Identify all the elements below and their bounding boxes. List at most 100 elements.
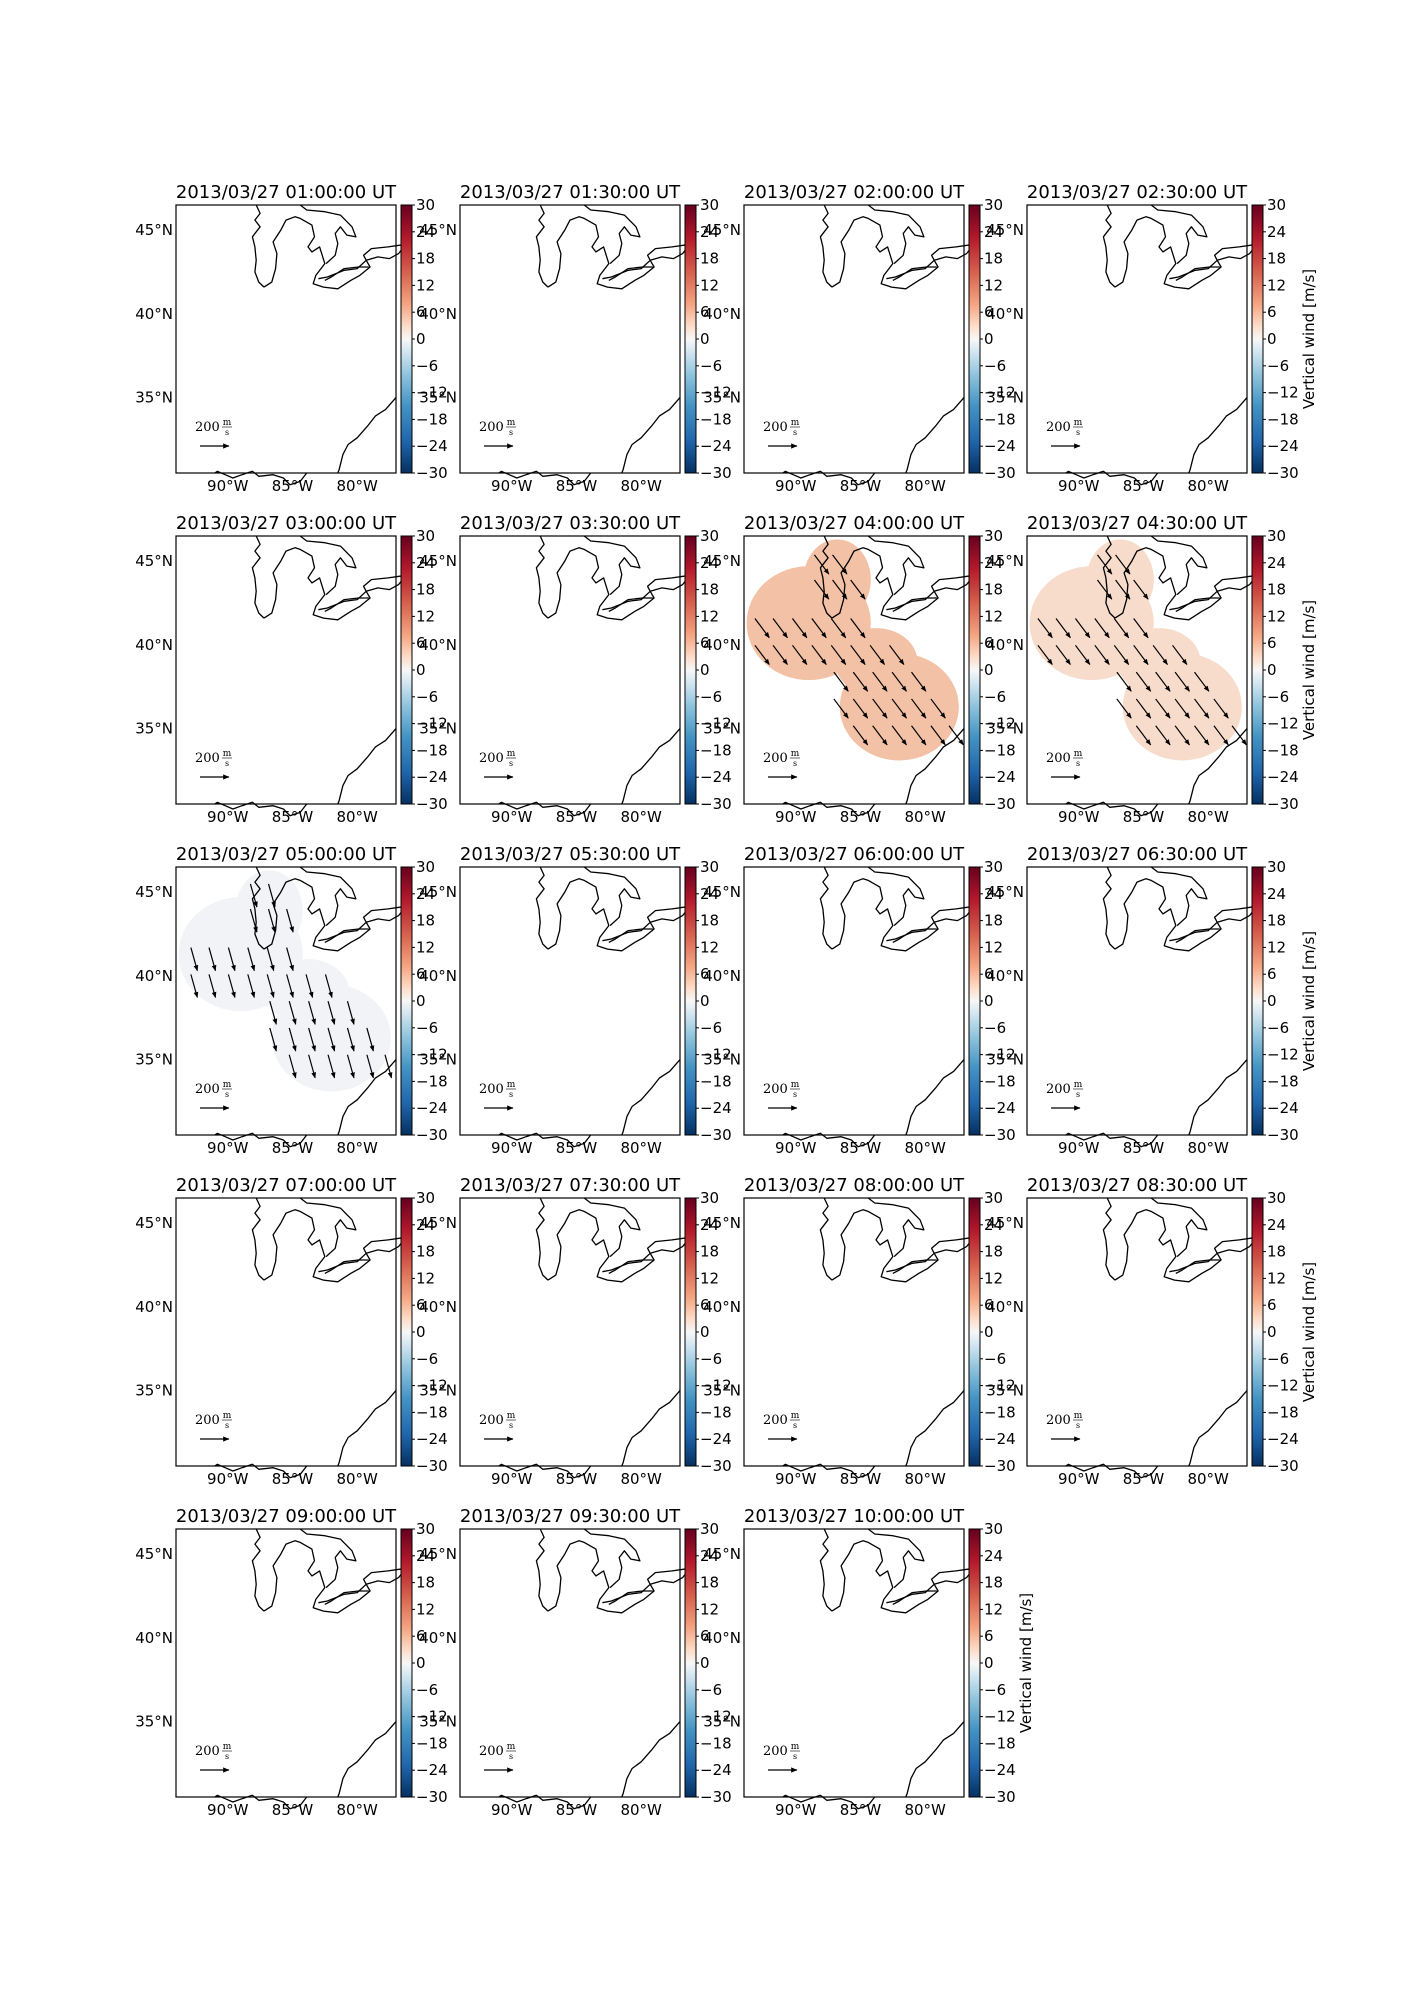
scale-arrow: 200 ms — [763, 749, 800, 780]
colorbar-tick: −24 — [984, 1761, 1016, 1779]
scale-unit-num: m — [791, 749, 800, 759]
coastline — [1175, 928, 1220, 943]
lon-label: 85°W — [1123, 1139, 1165, 1157]
panel-title: 2013/03/27 05:30:00 UT — [460, 844, 681, 865]
colorbar-tick: −18 — [416, 1072, 448, 1090]
colorbar-tick: 18 — [1267, 912, 1286, 930]
coastline — [1065, 801, 1159, 817]
colorbar-tick: −24 — [984, 768, 1016, 786]
lon-label: 85°W — [272, 1139, 314, 1157]
coastline — [214, 470, 308, 486]
lat-label: 45°N — [419, 883, 457, 901]
colorbar-tick: −24 — [984, 1430, 1016, 1448]
map-frame — [1026, 1197, 1248, 1467]
coastline — [337, 1059, 397, 1136]
wind-vector — [269, 1001, 278, 1025]
scale-unit-den: s — [1076, 759, 1080, 768]
scale-value: 200 — [763, 751, 788, 766]
wind-vector — [1037, 644, 1053, 666]
map-frame — [743, 535, 965, 805]
colorbar-tick: 12 — [1267, 938, 1286, 956]
wind-vector — [891, 671, 907, 692]
coastline — [251, 204, 265, 288]
colorbar-tick: −12 — [700, 384, 732, 402]
wind-vector — [830, 644, 847, 666]
colorbar-tick: 18 — [416, 1574, 435, 1592]
lon-label: 80°W — [336, 808, 378, 826]
map-frame — [459, 1528, 681, 1798]
colorbar-tick: 30 — [984, 858, 1003, 876]
scale-arrow: 200 ms — [195, 1742, 232, 1773]
lat-label: 40°N — [703, 967, 741, 985]
coastline — [1102, 866, 1116, 950]
lon-label: 85°W — [840, 1139, 882, 1157]
colorbar-tick: 0 — [416, 330, 426, 348]
colorbar-tick: 12 — [416, 938, 435, 956]
colorbar-tick: 30 — [700, 1520, 719, 1538]
coastline — [646, 573, 692, 592]
wind-vector — [366, 1054, 375, 1079]
colorbar-tick: 24 — [984, 885, 1003, 903]
colorbar-tick: 24 — [1267, 554, 1286, 572]
lon-label: 90°W — [207, 1139, 249, 1157]
lon-label: 85°W — [556, 1470, 598, 1488]
colorbar-gradient — [968, 535, 981, 805]
wind-vector — [266, 947, 275, 972]
coastline — [1114, 216, 1222, 290]
colorbar-tick: −12 — [1267, 1377, 1299, 1395]
lon-label: 85°W — [272, 477, 314, 495]
map-frame — [743, 1528, 965, 1798]
coastline — [1213, 573, 1259, 592]
lon-label: 90°W — [1058, 1139, 1100, 1157]
coastline — [299, 1197, 357, 1258]
colorbar-tick: −18 — [700, 410, 732, 428]
coastline — [337, 397, 397, 474]
coastline — [1188, 1059, 1248, 1136]
coastline — [831, 1209, 939, 1283]
lat-label: 45°N — [419, 1545, 457, 1563]
wind-vector — [1155, 698, 1171, 719]
colorbar-tick: 12 — [416, 607, 435, 625]
scale-unit-num: m — [1074, 1080, 1083, 1090]
coastline — [819, 1528, 833, 1612]
wind-vector — [1115, 554, 1131, 575]
colorbar-tick: 6 — [984, 303, 994, 321]
panel-title: 2013/03/27 10:00:00 UT — [744, 1506, 965, 1527]
lat-label: 45°N — [986, 221, 1024, 239]
colorbar-tick: −24 — [1267, 437, 1299, 455]
wind-vector — [308, 1001, 316, 1025]
wind-vector — [930, 725, 946, 746]
wind-vector — [227, 974, 236, 999]
colorbar-tick: −24 — [700, 768, 732, 786]
vertical-wind-field — [1029, 539, 1247, 761]
colorbar-tick: 0 — [416, 1654, 426, 1672]
panel-title: 2013/03/27 04:00:00 UT — [744, 513, 965, 534]
scale-value: 200 — [763, 420, 788, 435]
lat-label: 35°N — [135, 720, 173, 738]
colorbar: 30 24 18 12 6 0 −6 −12 −18 −24 −30 — [684, 1520, 732, 1806]
coastline — [1188, 1390, 1248, 1467]
coastline — [905, 1059, 965, 1136]
colorbar-tick: 30 — [416, 196, 435, 214]
wind-vector — [1213, 698, 1229, 719]
lon-label: 80°W — [336, 1470, 378, 1488]
colorbar-tick: −24 — [1267, 1430, 1299, 1448]
wind-vector — [852, 698, 869, 719]
wind-vector — [288, 1027, 297, 1052]
lon-label: 85°W — [1123, 808, 1165, 826]
coastline — [299, 1528, 357, 1589]
lat-label: 45°N — [135, 552, 173, 570]
wind-vector — [1037, 618, 1053, 639]
colorbar-tick: −18 — [984, 1734, 1016, 1752]
colorbar-tick: −12 — [984, 1377, 1016, 1395]
coastline — [547, 547, 655, 621]
lon-label: 80°W — [620, 477, 662, 495]
colorbar-gradient — [684, 866, 697, 1136]
wind-vector — [327, 1001, 336, 1025]
scale-arrow: 200 ms — [1046, 749, 1083, 780]
colorbar-tick: 6 — [700, 303, 710, 321]
scale-unit-den: s — [225, 1090, 229, 1099]
scale-arrow: 200 ms — [195, 1080, 232, 1111]
